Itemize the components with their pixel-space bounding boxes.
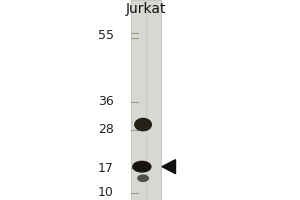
Text: 36: 36: [98, 95, 114, 108]
Text: 17: 17: [98, 162, 114, 175]
Ellipse shape: [138, 175, 148, 181]
Text: 55: 55: [98, 29, 114, 42]
Polygon shape: [162, 160, 175, 174]
Text: Jurkat: Jurkat: [125, 2, 166, 16]
Ellipse shape: [135, 118, 152, 131]
Bar: [130, 0, 160, 200]
Text: 10: 10: [98, 186, 114, 199]
Text: 28: 28: [98, 123, 114, 136]
Ellipse shape: [133, 161, 151, 172]
